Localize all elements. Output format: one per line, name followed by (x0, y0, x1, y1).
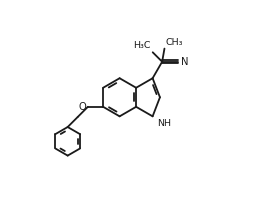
Text: CH₃: CH₃ (166, 38, 183, 47)
Text: H₃C: H₃C (133, 41, 151, 50)
Text: O: O (78, 102, 86, 112)
Text: N: N (181, 57, 189, 67)
Text: NH: NH (157, 119, 171, 128)
